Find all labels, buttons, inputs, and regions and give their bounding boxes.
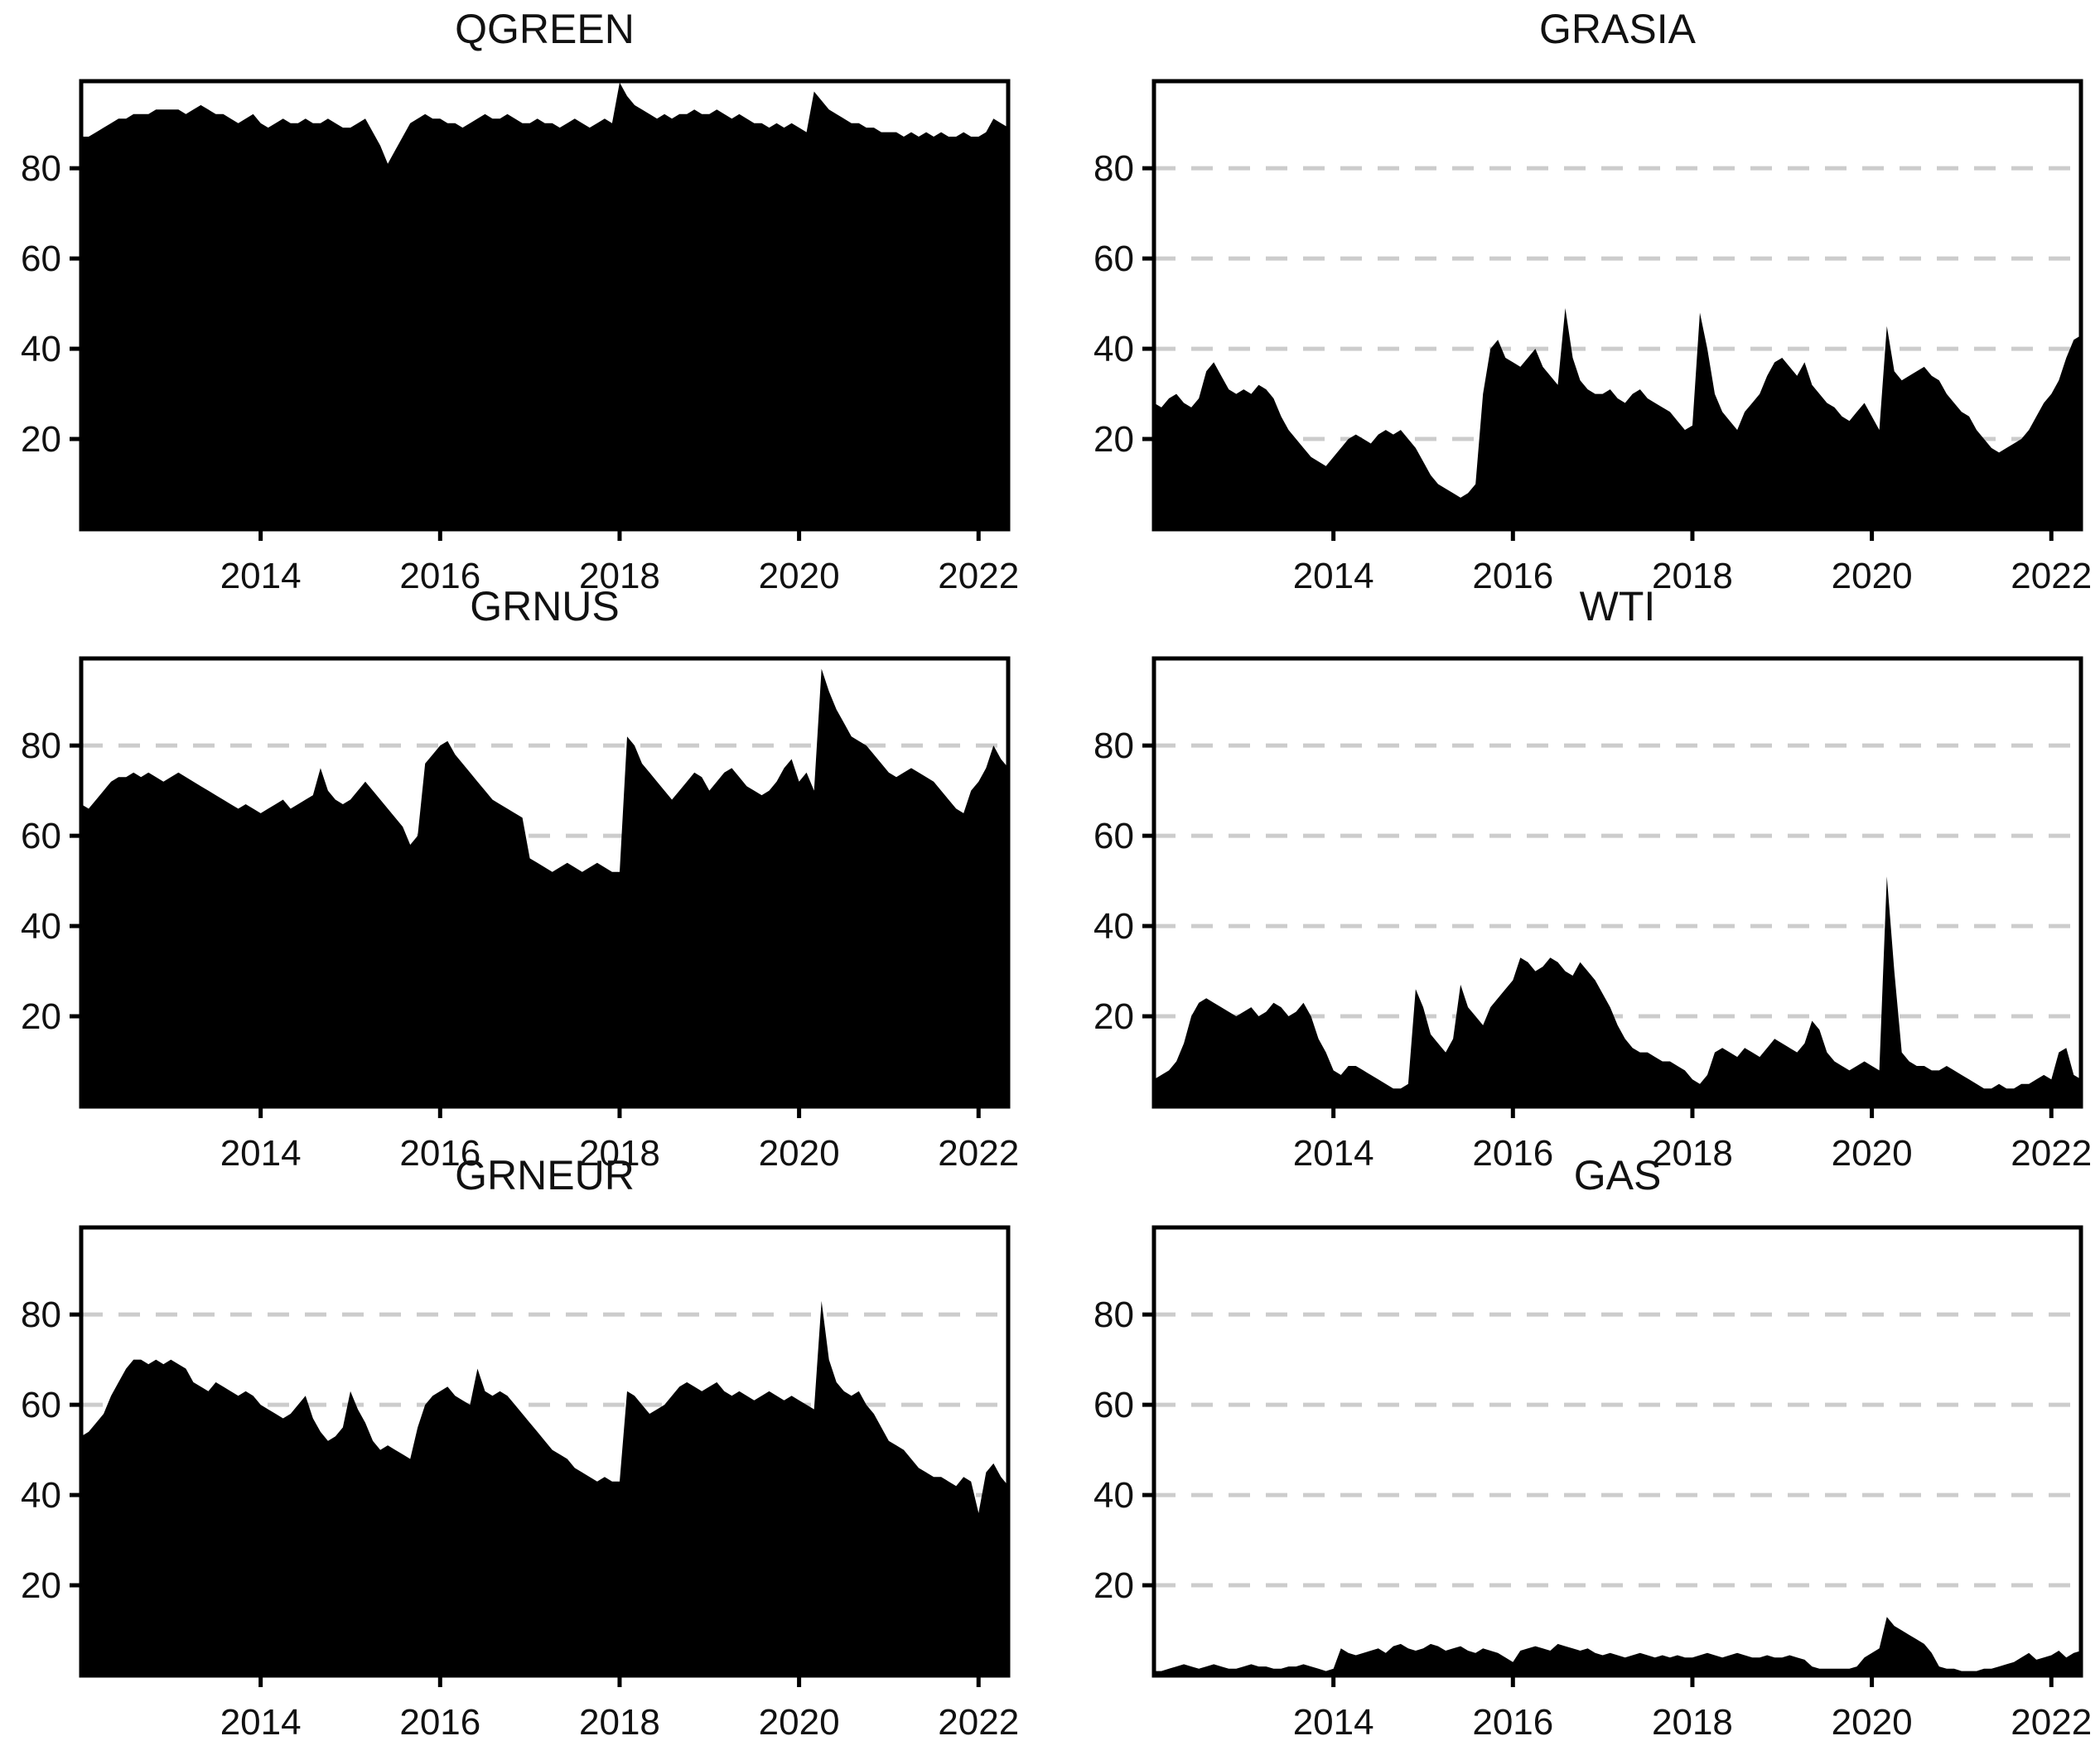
x-tick-label: 2020 <box>1832 1702 1913 1743</box>
y-tick-label: 40 <box>1093 906 1134 947</box>
panel-grnus: GRNUS 20 40 60 80 2014 2016 2018 2020 2022 <box>0 577 1027 1190</box>
panel-title: GRNUS <box>470 583 620 629</box>
y-tick-label: 60 <box>21 1385 61 1425</box>
panel-wti: WTI 20 40 60 80 2014 2016 2018 2020 2022 <box>1073 577 2100 1190</box>
y-tick-label: 60 <box>21 239 61 279</box>
x-tick-label: 2014 <box>220 1702 302 1743</box>
y-tick-label: 20 <box>21 419 61 460</box>
y-tick-label: 80 <box>1093 726 1134 766</box>
plot-frame <box>79 656 1011 1109</box>
plot-frame <box>79 1225 1011 1678</box>
panel-title: QGREEN <box>455 6 635 52</box>
plot-frame <box>1151 656 2083 1109</box>
panel-title: GAS <box>1573 1152 1662 1198</box>
y-tick-label: 40 <box>1093 329 1134 369</box>
area-chart: 20 40 60 80 2014 2016 2018 2020 2022 <box>21 1225 1019 1743</box>
panel-title: WTI <box>1579 583 1656 629</box>
panel-grneur: GRNEUR 20 40 60 80 2014 2016 2018 2020 2022 <box>0 1146 1027 1759</box>
area-series <box>81 82 1009 530</box>
x-tick-label: 2016 <box>1472 1702 1553 1743</box>
area-chart: 20 40 60 80 2014 2016 2018 2020 2022 <box>1093 1225 2092 1743</box>
plot-frame <box>79 79 1011 532</box>
y-tick-label: 40 <box>21 329 61 369</box>
area-series <box>1154 876 2082 1107</box>
y-tick-label: 80 <box>21 148 61 189</box>
y-tick-label: 20 <box>21 996 61 1037</box>
y-tick-label: 60 <box>1093 816 1134 856</box>
plot-frame <box>1151 1225 2083 1678</box>
panel-gas: GAS 20 40 60 80 2014 2016 2018 2020 2022 <box>1073 1146 2100 1759</box>
y-tick-label: 40 <box>21 1475 61 1516</box>
y-tick-label: 20 <box>21 1565 61 1606</box>
area-series <box>1154 308 2082 529</box>
y-tick-label: 80 <box>21 726 61 766</box>
area-series <box>1154 1617 2082 1676</box>
panel-title: GRNEUR <box>455 1152 635 1198</box>
y-tick-label: 40 <box>21 906 61 947</box>
x-tick-label: 2022 <box>938 1702 1019 1743</box>
area-series <box>81 1300 1009 1676</box>
x-tick-label: 2022 <box>2011 1702 2092 1743</box>
panel-grasia: GRASIA 20 40 60 80 2014 2016 2018 2020 2022 <box>1073 0 2100 613</box>
y-tick-label: 80 <box>21 1295 61 1335</box>
y-tick-label: 20 <box>1093 996 1134 1037</box>
panel-title: GRASIA <box>1539 6 1696 52</box>
x-tick-label: 2014 <box>1293 1702 1374 1743</box>
y-tick-label: 60 <box>1093 1385 1134 1425</box>
x-tick-label: 2016 <box>399 1702 480 1743</box>
y-tick-label: 80 <box>1093 148 1134 189</box>
y-tick-label: 60 <box>1093 239 1134 279</box>
x-tick-label: 2020 <box>759 1702 840 1743</box>
y-tick-label: 80 <box>1093 1295 1134 1335</box>
panel-qgreen: QGREEN 20 40 60 80 2014 2016 2018 2020 2022 <box>0 0 1027 613</box>
y-tick-label: 20 <box>1093 1565 1134 1606</box>
y-tick-label: 40 <box>1093 1475 1134 1516</box>
plot-frame <box>1151 79 2083 532</box>
area-series <box>81 668 1009 1107</box>
y-tick-label: 20 <box>1093 419 1134 460</box>
x-tick-label: 2018 <box>579 1702 660 1743</box>
y-tick-label: 60 <box>21 816 61 856</box>
x-tick-label: 2018 <box>1652 1702 1733 1743</box>
